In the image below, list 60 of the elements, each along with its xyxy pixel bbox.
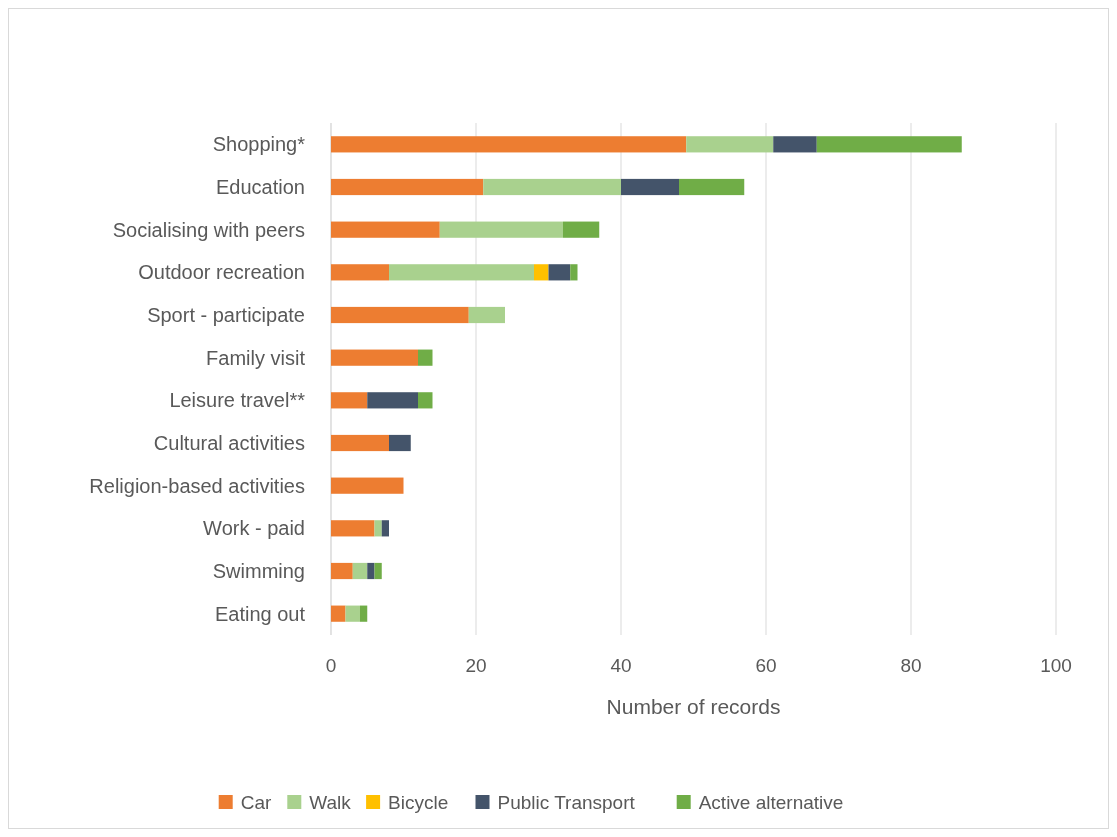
x-tick-label: 60 [755,655,777,676]
bar [367,562,375,580]
x-axis-title: Number of records [606,695,781,718]
y-tick-label: Eating out [214,602,306,625]
bar [360,605,368,622]
bar [331,520,375,537]
bar [352,562,368,580]
legend-label: Public Transport [497,791,636,813]
bar [686,136,774,153]
bar [563,221,600,238]
bar [570,264,578,281]
bar [331,136,687,153]
y-tick-label: Religion-based activities [89,474,305,497]
bar [331,349,418,366]
bar [331,605,346,622]
y-tick-label: Outdoor recreation [138,261,305,284]
y-tick-label: Socialising with peers [112,218,305,241]
bar [468,306,505,324]
bar [345,605,360,622]
y-tick-label: Sport - participate [147,304,305,326]
bar [331,392,368,409]
bar [483,178,621,196]
y-tick-label: Work - paid [203,517,305,540]
bar [331,434,389,452]
y-tick-label: Swimming [212,560,305,582]
bar [331,562,353,580]
bar [381,520,389,537]
y-tick-label: Shopping* [212,133,306,156]
bar [389,264,534,281]
y-tick-label: Family visit [206,346,306,369]
y-tick-label: Leisure travel** [169,389,306,412]
bar [418,392,433,409]
legend-label: Active alternative [698,791,844,813]
bar [679,178,745,196]
bar [331,264,389,281]
bar [374,562,382,580]
legend-label: Walk [309,791,352,813]
bar [548,264,571,281]
bar [534,264,549,281]
legend-label: Car [240,791,272,813]
bar [439,221,563,238]
bar [331,477,404,494]
x-tick-label: 0 [325,655,337,676]
bar [816,136,962,153]
x-tick-label: 80 [900,655,922,676]
bar [389,434,411,452]
bar [374,520,382,537]
y-tick-label: Education [216,176,305,198]
bar [773,136,817,153]
x-tick-label: 20 [465,655,487,676]
y-tick-label: Cultural activities [153,432,305,454]
bar [418,349,433,366]
x-tick-label: 40 [610,655,632,676]
x-tick-label: 100 [1040,655,1072,676]
bar [331,178,484,196]
bar [331,221,440,238]
legend-label: Bicycle [388,791,449,813]
bar [331,306,469,324]
bar [367,392,418,409]
bar [621,178,679,196]
